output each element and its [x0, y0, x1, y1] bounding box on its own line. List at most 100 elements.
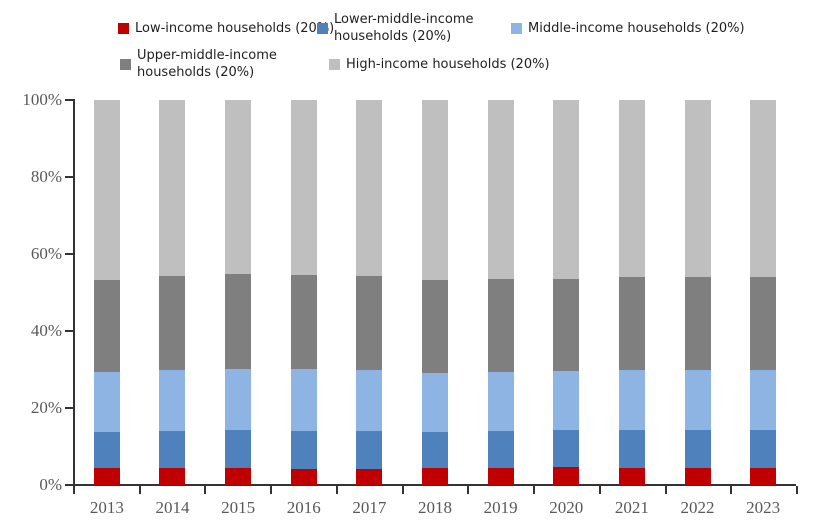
bar-segment-2020-series4: [553, 100, 580, 280]
bar-group-2015: [205, 100, 271, 485]
bar-segment-2017-series2: [356, 369, 383, 432]
x-axis-line: [73, 484, 796, 486]
bar-segment-2018-series4: [422, 100, 449, 281]
x-tick-label-2016: 2016: [286, 498, 321, 517]
y-tick-label: 0%: [39, 475, 62, 494]
bar-segment-2019-series0: [487, 467, 514, 485]
bar-segment-2020-series2: [553, 371, 580, 431]
legend-label-high-income: High-income households (20%): [346, 57, 550, 72]
x-tick-label-2023: 2023: [746, 498, 781, 517]
x-tick: [139, 486, 141, 494]
bar-segment-2015-series3: [225, 274, 252, 369]
x-tick-label-2021: 2021: [614, 498, 649, 517]
bar-segment-2013-series1: [93, 431, 120, 469]
y-tick-label: 40%: [30, 321, 62, 340]
bar-group-2016: [271, 100, 337, 485]
bar-segment-2018-series3: [422, 280, 449, 373]
x-tick-label-2020: 2020: [549, 498, 584, 517]
bar-segment-2018-series2: [422, 373, 449, 432]
x-tick-label-2018: 2018: [418, 498, 452, 517]
bar-group-2020: [533, 100, 599, 485]
bar-segment-2022-series1: [684, 430, 711, 469]
x-tick: [270, 486, 272, 494]
bar-2014: [159, 100, 186, 485]
bar-segment-2017-series1: [356, 431, 383, 469]
x-tick: [73, 486, 75, 494]
bar-2022: [684, 100, 711, 485]
bar-group-2013: [74, 100, 140, 485]
bar-segment-2013-series4: [93, 100, 120, 280]
bar-segment-2016-series4: [290, 100, 317, 275]
x-tick-label-2019: 2019: [483, 498, 518, 517]
x-tick: [796, 486, 798, 494]
bar-group-2018: [402, 100, 468, 485]
x-tick: [336, 486, 338, 494]
bar-segment-2019-series4: [487, 100, 514, 280]
bar-segment-2015-series0: [225, 468, 252, 485]
bar-segment-2021-series2: [618, 369, 645, 430]
y-tick: [65, 484, 73, 486]
bar-group-2014: [140, 100, 206, 485]
legend-item-lower-middle-income: Lower-middle-income households (20%): [317, 11, 489, 45]
legend-label-low-income: Low-income households (20%): [135, 21, 335, 36]
x-tick-label-2014: 2014: [155, 498, 190, 517]
bar-segment-2015-series2: [225, 368, 252, 431]
x-tick: [665, 486, 667, 494]
bar-group-2017: [337, 100, 403, 485]
bar-segment-2022-series0: [684, 468, 711, 485]
bar-segment-2013-series2: [93, 372, 120, 432]
legend-swatch-middle-income: [511, 23, 522, 34]
bar-segment-2016-series1: [290, 430, 317, 469]
bar-group-2022: [665, 100, 731, 485]
bar-segment-2014-series3: [159, 276, 186, 370]
legend-label-middle-income: Middle-income households (20%): [528, 21, 745, 36]
legend-swatch-lower-middle-income: [317, 22, 328, 34]
bar-segment-2015-series1: [225, 430, 252, 469]
bar-segment-2021-series3: [618, 276, 645, 370]
bar-segment-2014-series1: [159, 430, 186, 469]
legend-item-upper-middle-income: Upper-middle-income households (20%): [120, 47, 292, 81]
bar-2013: [93, 100, 120, 485]
legend-label-lower-middle-income: Lower-middle-income households (20%): [334, 12, 474, 44]
bar-segment-2021-series0: [618, 467, 645, 485]
legend-item-middle-income: Middle-income households (20%): [511, 20, 745, 37]
plot-area: [74, 100, 796, 485]
bar-segment-2023-series4: [750, 100, 777, 277]
x-tick: [467, 486, 469, 494]
bar-segment-2017-series0: [356, 468, 383, 485]
bar-2017: [356, 100, 383, 485]
bar-2018: [422, 100, 449, 485]
bar-2015: [225, 100, 252, 485]
bar-segment-2016-series0: [290, 468, 317, 485]
bar-2020: [553, 100, 580, 485]
bar-segment-2019-series1: [487, 430, 514, 468]
bar-segment-2014-series0: [159, 468, 186, 485]
bar-segment-2015-series4: [225, 100, 252, 275]
legend-swatch-high-income: [329, 59, 340, 70]
bar-segment-2022-series4: [684, 100, 711, 278]
bar-segment-2023-series0: [750, 468, 777, 485]
legend-swatch-upper-middle-income: [120, 58, 131, 70]
x-tick: [533, 486, 535, 494]
y-tick: [65, 176, 73, 178]
bar-2021: [618, 100, 645, 485]
y-tick-label: 20%: [30, 398, 62, 417]
bar-segment-2018-series0: [422, 468, 449, 485]
bar-segment-2014-series4: [159, 100, 186, 277]
bar-segment-2019-series2: [487, 371, 514, 431]
bar-group-2019: [468, 100, 534, 485]
x-tick: [599, 486, 601, 494]
x-tick-label-2015: 2015: [221, 498, 256, 517]
bar-segment-2021-series1: [618, 429, 645, 468]
y-tick: [65, 407, 73, 409]
bar-segment-2018-series1: [422, 431, 449, 469]
x-tick: [402, 486, 404, 494]
y-tick: [65, 99, 73, 101]
bar-segment-2020-series1: [553, 430, 580, 468]
bar-segment-2023-series2: [750, 370, 777, 430]
bar-segment-2013-series3: [93, 279, 120, 373]
legend-item-low-income: Low-income households (20%): [118, 20, 334, 37]
x-tick: [204, 486, 206, 494]
x-tick-label-2022: 2022: [680, 498, 715, 517]
x-tick-label-2013: 2013: [89, 498, 124, 517]
